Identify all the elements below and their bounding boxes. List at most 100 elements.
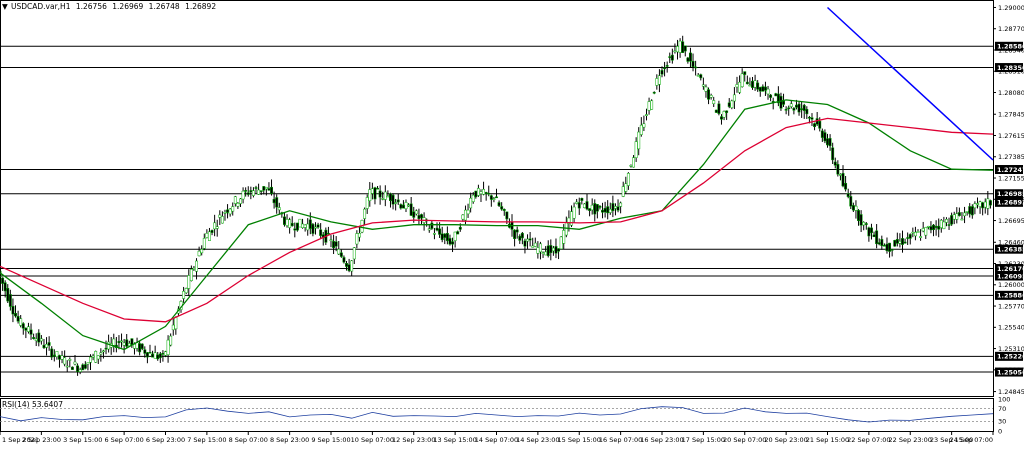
candle-body: [311, 223, 315, 234]
candle-body: [236, 202, 240, 207]
candle-body: [606, 206, 610, 214]
candle-body: [978, 201, 982, 207]
candle-body: [259, 190, 263, 192]
y-tick-label: 1.29000: [998, 4, 1024, 12]
candle-body: [557, 248, 561, 252]
candle-body: [722, 111, 726, 118]
candle-body: [130, 338, 134, 345]
candle-body: [76, 365, 80, 373]
candle-body: [738, 81, 742, 93]
candle-body: [875, 230, 879, 245]
candle-body: [1, 277, 5, 284]
collapse-arrow-icon[interactable]: ▼: [2, 2, 8, 11]
candle-body: [849, 196, 853, 207]
candle-body: [730, 100, 734, 108]
candle-body: [549, 245, 553, 254]
candle-body: [143, 349, 147, 354]
y-tick-label: 1.26695: [998, 217, 1024, 225]
x-tick-label: 24 Sep 07:00: [950, 436, 993, 444]
candle-body: [926, 225, 930, 228]
candle-body: [50, 348, 54, 358]
level-label: 1.28350: [997, 64, 1024, 72]
level-label: 1.27247: [997, 166, 1024, 174]
x-tick-label: 8 Sep 07:00: [229, 436, 268, 444]
level-label-bg: [995, 351, 1023, 361]
candle-body: [820, 130, 824, 138]
candle-body: [945, 219, 948, 223]
candle-body: [826, 138, 829, 146]
candles-layer: [0, 35, 992, 376]
candle-body: [412, 211, 416, 218]
candle-body: [241, 190, 245, 200]
candle-body: [802, 104, 806, 111]
candle-body: [950, 215, 954, 225]
candle-body: [267, 188, 271, 191]
candle-body: [3, 282, 7, 292]
candle-body: [52, 354, 56, 357]
candle-body: [515, 229, 519, 233]
candle-body: [26, 326, 30, 332]
candle-body: [518, 235, 522, 241]
candle-body: [60, 355, 64, 360]
candle-body: [686, 57, 690, 62]
candle-body: [626, 173, 630, 186]
candle-body: [528, 238, 532, 241]
candle-body: [877, 242, 881, 245]
candle-body: [352, 247, 356, 260]
level-label: 1.25056: [997, 368, 1024, 376]
candle-body: [851, 205, 855, 211]
y-tick-label: 1.26460: [998, 239, 1024, 247]
level-label: 1.26385: [997, 246, 1024, 254]
candle-body: [213, 222, 217, 230]
candle-body: [789, 103, 793, 107]
candle-body: [226, 209, 230, 213]
candle-body: [758, 87, 762, 92]
candle-body: [184, 288, 188, 294]
candle-body: [911, 231, 915, 234]
candle-body: [125, 339, 129, 347]
candle-body: [836, 164, 840, 175]
level-label: 1.25886: [997, 292, 1024, 300]
candle-body: [262, 186, 266, 191]
candle-body: [805, 109, 809, 115]
candle-body: [120, 340, 123, 343]
candle-body: [135, 342, 139, 349]
candle-body: [683, 45, 687, 52]
candle-body: [205, 233, 209, 238]
candle-body: [624, 183, 628, 192]
candle-body: [192, 267, 196, 270]
candle-body: [678, 40, 682, 53]
candle-body: [319, 229, 323, 236]
candle-body: [676, 46, 679, 53]
candle-body: [497, 202, 501, 207]
candle-body: [70, 366, 74, 370]
candle-body: [859, 214, 863, 226]
candle-body: [846, 193, 850, 197]
candle-body: [957, 212, 961, 216]
candle-body: [164, 351, 167, 356]
candle-body: [554, 246, 558, 254]
candle-body: [200, 249, 204, 254]
candle-body: [970, 206, 974, 216]
x-tick-label: 21 Sep 15:00: [806, 436, 849, 444]
candle-body: [195, 260, 198, 272]
candle-body: [769, 94, 773, 98]
x-tick-label: 2 Sep 23:00: [22, 436, 61, 444]
candle-body: [792, 107, 796, 111]
candle-body: [220, 216, 224, 224]
candle-body: [973, 203, 977, 209]
candle-body: [619, 202, 623, 207]
candle-body: [898, 240, 902, 244]
candle-body: [218, 214, 222, 218]
candle-body: [906, 237, 910, 239]
candle-body: [19, 318, 23, 326]
candle-body: [981, 202, 985, 209]
candle-body: [838, 174, 842, 176]
candle-body: [864, 223, 868, 225]
candle-body: [156, 354, 160, 360]
candle-body: [153, 352, 157, 359]
candle-body: [603, 207, 607, 213]
candle-body: [21, 323, 25, 329]
candle-body: [347, 264, 351, 271]
